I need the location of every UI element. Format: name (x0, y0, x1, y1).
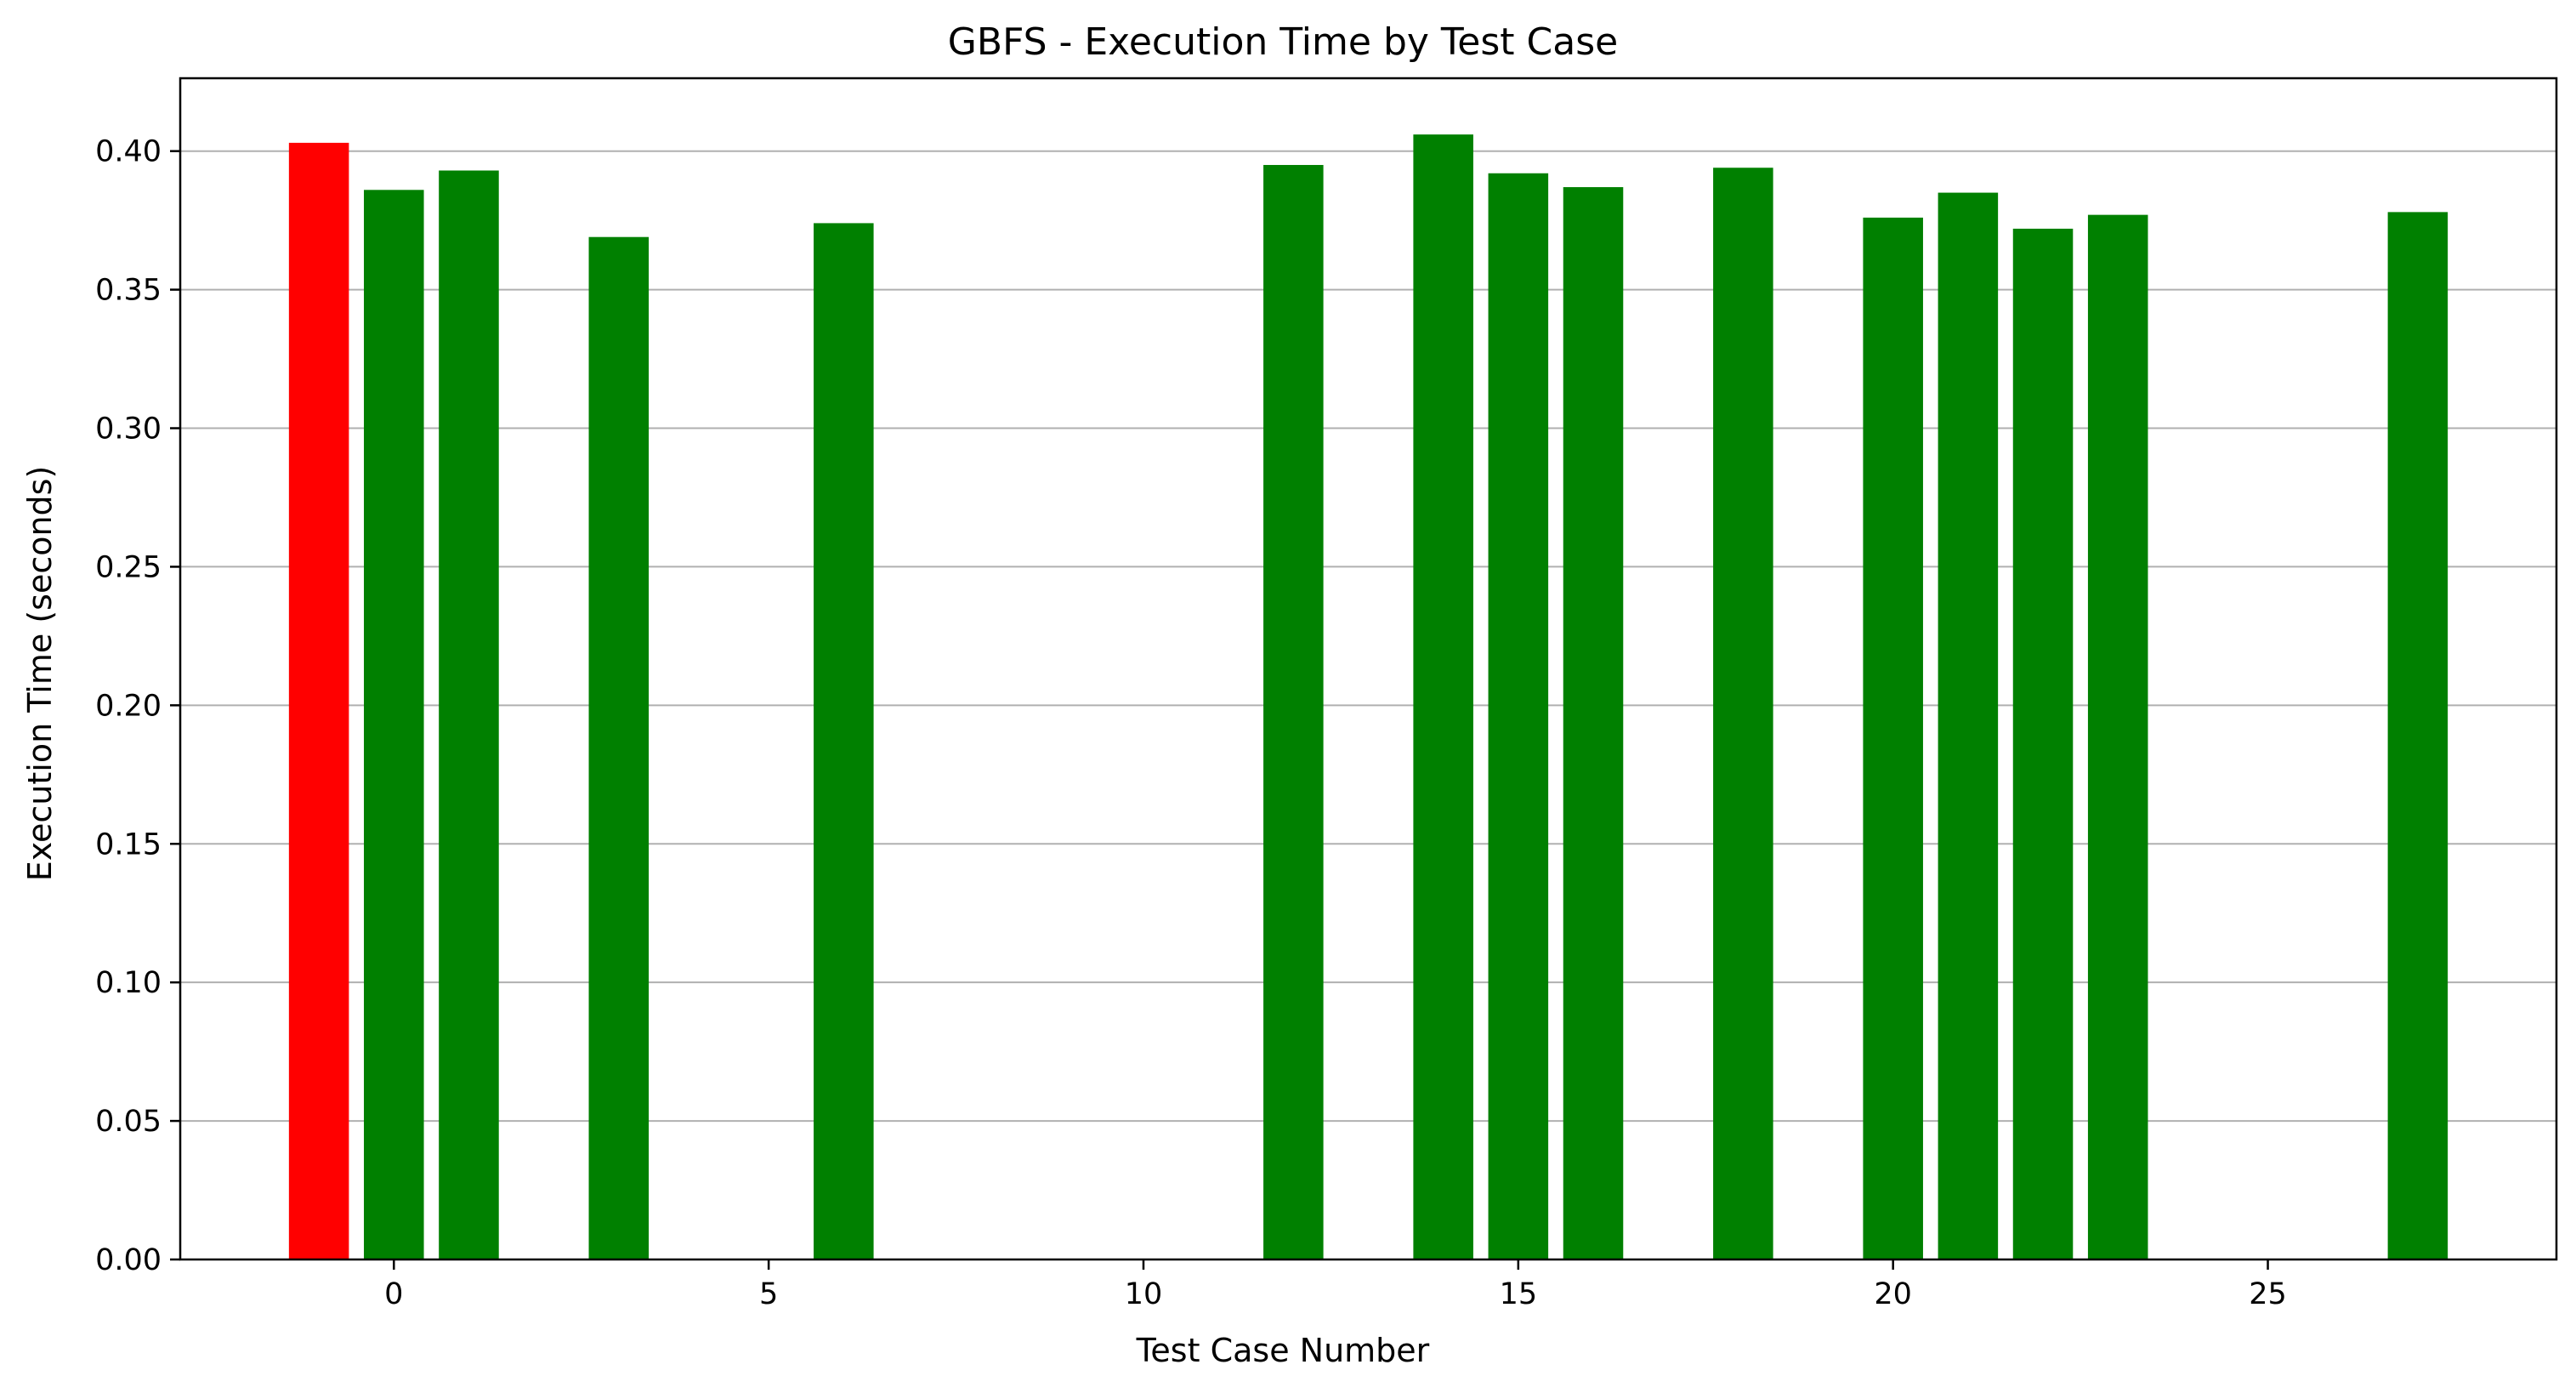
bar-test-case--1 (288, 142, 349, 1259)
chart-title: GBFS - Execution Time by Test Case (948, 20, 1618, 64)
bar-test-case-21 (1938, 192, 1999, 1259)
bar-test-case-3 (588, 236, 650, 1260)
y-tick-label: 0.00 (95, 1243, 162, 1277)
bar-test-case-23 (2087, 214, 2148, 1259)
y-tick-label: 0.10 (95, 966, 162, 1000)
x-tick-label: 5 (759, 1277, 778, 1311)
bar-test-case-14 (1413, 134, 1473, 1260)
bar-test-case-22 (2012, 228, 2074, 1259)
x-tick-label: 25 (2249, 1277, 2287, 1311)
x-axis-ticks: 0 5 10 15 20 25 (384, 1259, 2287, 1311)
y-tick-label: 0.15 (95, 827, 162, 861)
bar-test-case-1 (439, 170, 499, 1259)
y-tick-label: 0.20 (95, 689, 162, 723)
bar-test-case-20 (1863, 217, 1923, 1260)
y-tick-label: 0.05 (95, 1105, 162, 1139)
x-axis-label: Test Case Number (1136, 1332, 1430, 1369)
x-tick-label: 15 (1500, 1277, 1538, 1311)
x-tick-label: 0 (384, 1277, 403, 1311)
y-tick-label: 0.25 (95, 550, 162, 584)
y-tick-label: 0.30 (95, 412, 162, 446)
bar-test-case-15 (1488, 173, 1549, 1259)
bar-test-case-27 (2387, 212, 2448, 1259)
y-axis-ticks: 0.00 0.05 0.10 0.15 0.20 0.25 0.30 0.35 0.40 (95, 135, 180, 1277)
y-tick-label: 0.40 (95, 135, 162, 169)
bars (288, 134, 2448, 1260)
x-tick-label: 10 (1125, 1277, 1163, 1311)
y-tick-label: 0.35 (95, 274, 162, 308)
bar-test-case-12 (1263, 164, 1324, 1260)
bar-test-case-18 (1713, 168, 1773, 1260)
bar-test-case-6 (814, 223, 874, 1259)
bar-test-case-16 (1563, 187, 1624, 1260)
axes-frame (179, 77, 2558, 1261)
bar-test-case-0 (364, 190, 424, 1259)
x-tick-label: 20 (1874, 1277, 1912, 1311)
y-axis-label: Execution Time (seconds) (21, 466, 59, 882)
